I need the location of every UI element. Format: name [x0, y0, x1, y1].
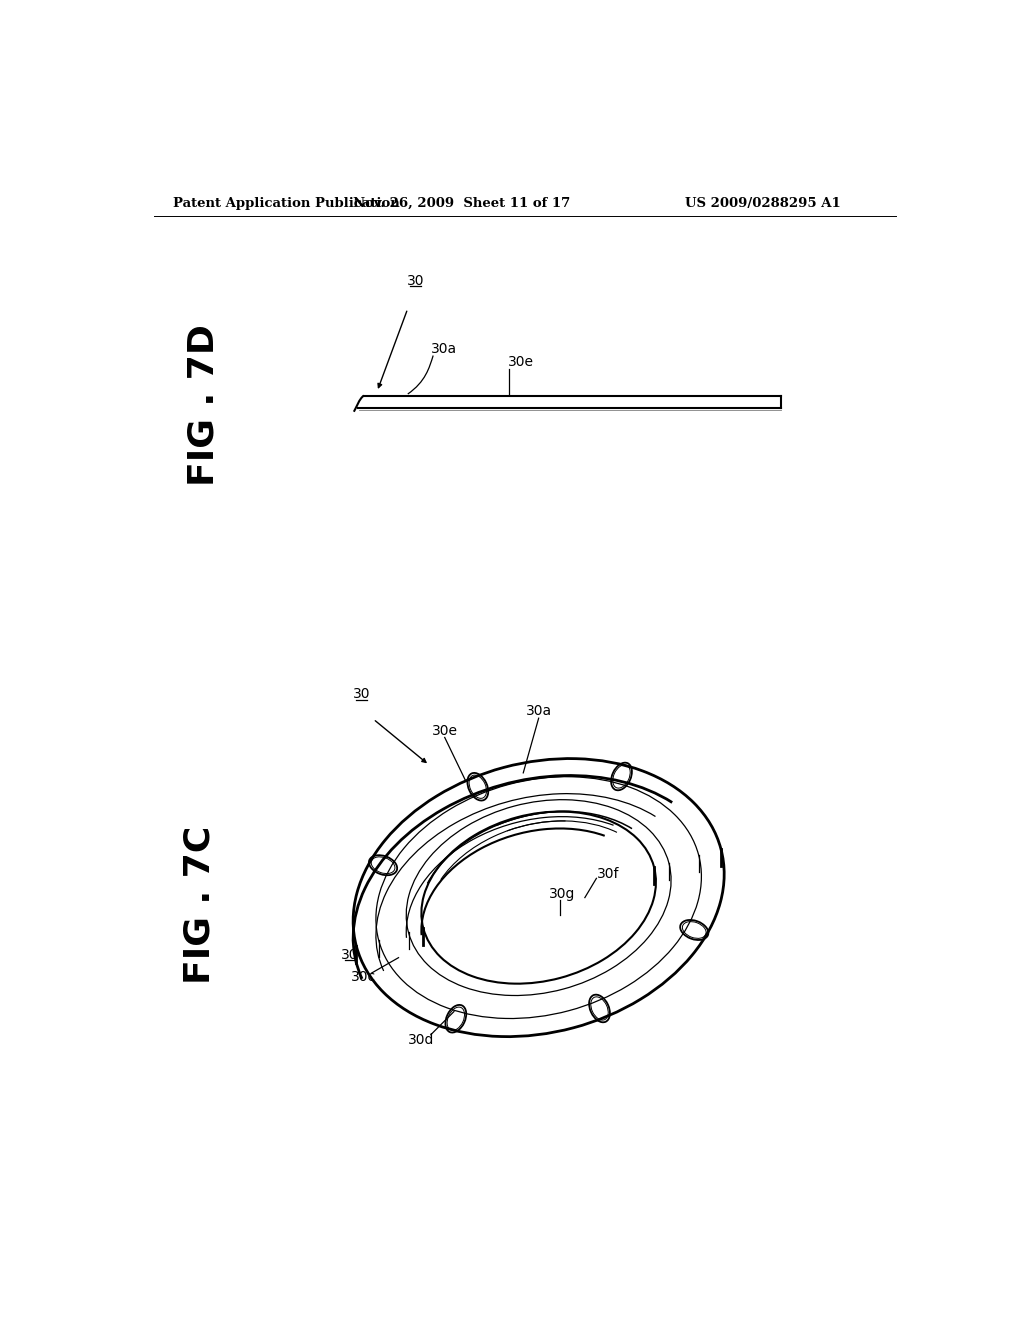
- Text: Nov. 26, 2009  Sheet 11 of 17: Nov. 26, 2009 Sheet 11 of 17: [353, 197, 570, 210]
- Text: 30a: 30a: [431, 342, 457, 355]
- Text: US 2009/0288295 A1: US 2009/0288295 A1: [685, 197, 841, 210]
- Text: 30e: 30e: [508, 355, 534, 370]
- Text: 30: 30: [341, 948, 358, 961]
- Text: 30: 30: [407, 273, 424, 288]
- Text: 30f: 30f: [597, 867, 620, 882]
- Text: Patent Application Publication: Patent Application Publication: [173, 197, 399, 210]
- Text: 30g: 30g: [549, 887, 574, 900]
- Text: 30c: 30c: [350, 970, 376, 983]
- Text: 30e: 30e: [432, 723, 458, 738]
- Text: 30a: 30a: [525, 705, 552, 718]
- Text: 30d: 30d: [409, 1034, 435, 1047]
- Text: FIG . 7D: FIG . 7D: [186, 323, 221, 486]
- Text: 30: 30: [353, 688, 371, 701]
- Text: FIG . 7C: FIG . 7C: [183, 826, 217, 985]
